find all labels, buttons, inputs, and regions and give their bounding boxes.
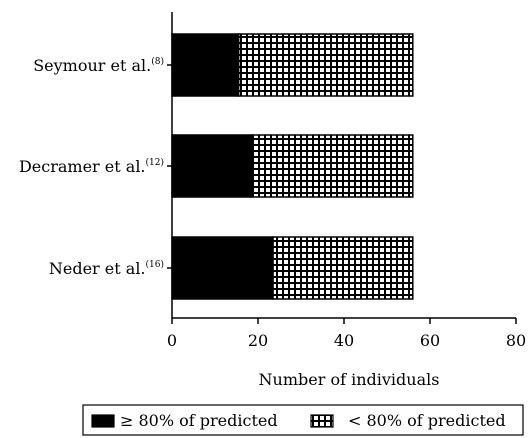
x-tick-label: 80: [506, 331, 526, 350]
bar-below-80: [272, 236, 414, 300]
x-tick-label: 20: [248, 331, 268, 350]
legend-label: < 80% of predicted: [348, 411, 506, 430]
x-tick-label: 0: [167, 331, 177, 350]
legend-box: [82, 404, 524, 436]
legend-swatch: [91, 414, 115, 428]
legend-swatch: [310, 414, 334, 428]
bar-above-80: [171, 33, 240, 97]
bar-above-80: [171, 134, 253, 198]
x-tick-label: 60: [420, 331, 440, 350]
bar-above-80: [171, 236, 274, 300]
x-tick-label: 40: [334, 331, 354, 350]
bar-below-80: [237, 33, 414, 97]
bar-below-80: [250, 134, 414, 198]
legend-label: ≥ 80% of predicted: [120, 411, 278, 430]
x-axis-title: Number of individuals: [259, 370, 440, 389]
plot-area: 0 20 40 60 80 Number of individuals Seymour et…: [19, 12, 526, 389]
category-label: Seymour et al.(8): [33, 56, 164, 75]
category-label: Neder et al.(16): [49, 259, 164, 278]
legend: ≥ 80% of predicted < 80% of predicted: [82, 404, 524, 436]
category-label: Decramer et al.(12): [19, 157, 164, 176]
